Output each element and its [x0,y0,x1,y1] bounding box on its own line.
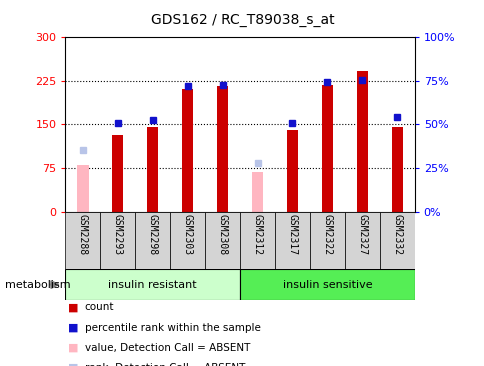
Bar [251,172,263,212]
Bar [65,269,240,300]
Text: metabolism: metabolism [5,280,70,290]
Text: GDS162 / RC_T89038_s_at: GDS162 / RC_T89038_s_at [151,13,333,27]
Text: ■: ■ [68,302,78,313]
Bar [205,212,240,269]
Bar [147,127,158,212]
Text: GSM2298: GSM2298 [148,214,157,255]
Bar [135,212,170,269]
Text: GSM2327: GSM2327 [357,214,366,255]
Text: GSM2322: GSM2322 [322,214,332,255]
Text: rank, Detection Call = ABSENT: rank, Detection Call = ABSENT [85,363,245,366]
Bar [216,86,228,212]
Bar [65,212,100,269]
Bar [344,212,379,269]
Bar [391,127,402,212]
Bar [182,89,193,212]
Bar [286,130,298,212]
Bar [77,165,89,212]
Bar [356,71,367,212]
Text: ■: ■ [68,322,78,333]
Text: percentile rank within the sample: percentile rank within the sample [85,322,260,333]
Text: ■: ■ [68,343,78,353]
Text: ■: ■ [68,363,78,366]
Text: GSM2312: GSM2312 [252,214,262,255]
Text: count: count [85,302,114,313]
Text: GSM2332: GSM2332 [392,214,401,255]
Bar [100,212,135,269]
Text: GSM2303: GSM2303 [182,214,192,255]
Text: GSM2293: GSM2293 [113,214,122,255]
Text: insulin resistant: insulin resistant [108,280,197,290]
Bar [240,212,274,269]
Text: insulin sensitive: insulin sensitive [282,280,371,290]
Text: value, Detection Call = ABSENT: value, Detection Call = ABSENT [85,343,250,353]
Bar [274,212,309,269]
Bar [170,212,205,269]
Bar [309,212,344,269]
Bar [112,135,123,212]
Bar [321,85,333,212]
Text: GSM2317: GSM2317 [287,214,297,255]
Bar [379,212,414,269]
Text: GSM2308: GSM2308 [217,214,227,255]
Text: GSM2288: GSM2288 [78,214,88,255]
Bar [240,269,414,300]
